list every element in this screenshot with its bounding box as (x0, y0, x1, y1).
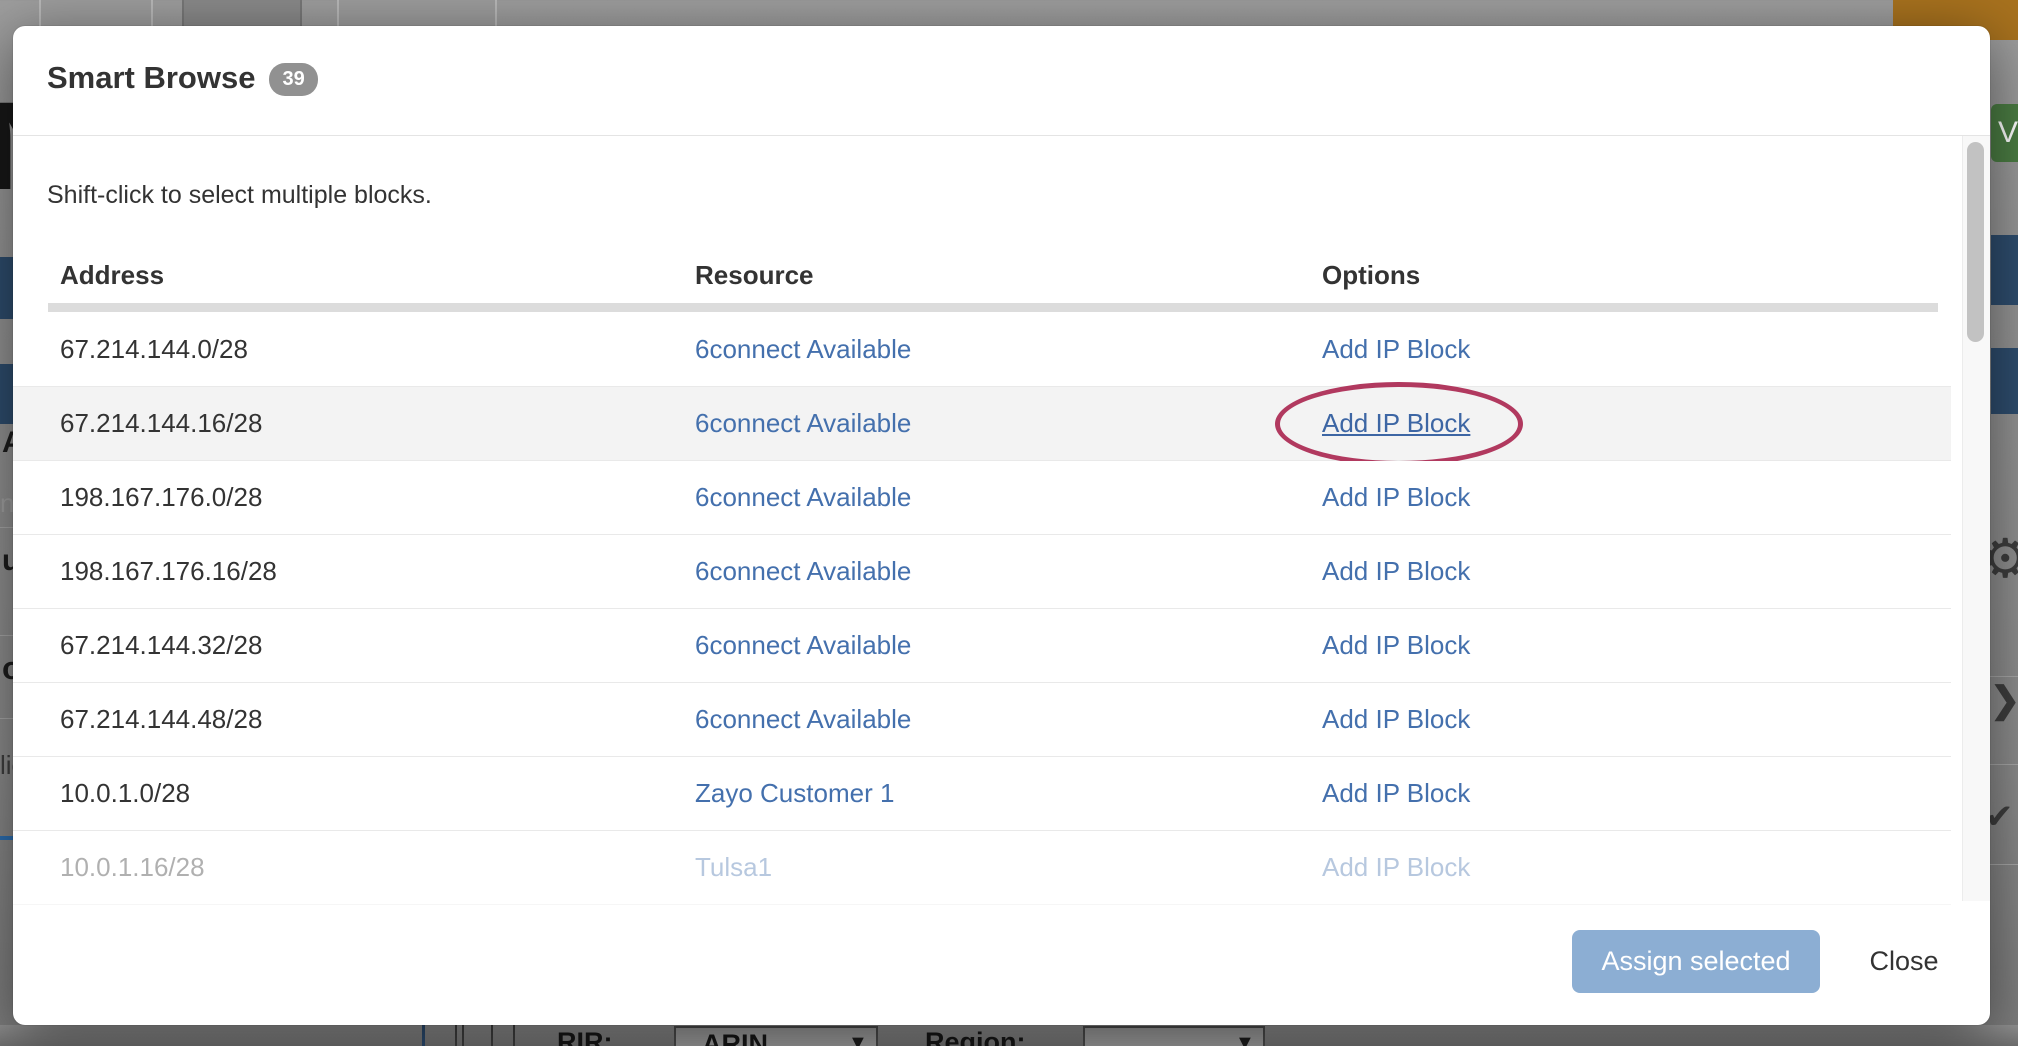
column-header-options: Options (1322, 260, 1421, 290)
row-resource-link[interactable]: Zayo Customer 1 (695, 778, 895, 808)
chevron-right-icon: ❯ (1990, 679, 2018, 720)
row-option-link[interactable]: Add IP Block (1322, 630, 1471, 660)
row-resource-link[interactable]: 6connect Available (695, 334, 912, 364)
row-address: 198.167.176.16/28 (60, 556, 277, 586)
background-bottom-bar: RIR: ARIN ▼ Region: ▼ (0, 1025, 2018, 1046)
background-tab-indicator (0, 836, 18, 840)
assign-selected-button[interactable]: Assign selected (1572, 930, 1820, 993)
region-select: ▼ (1083, 1026, 1265, 1046)
background-blue-bar-right-2 (1991, 348, 2018, 414)
row-option-link[interactable]: Add IP Block (1322, 334, 1471, 364)
row-address: 10.0.1.0/28 (60, 778, 191, 808)
row-option-link[interactable]: Add IP Block (1322, 408, 1471, 438)
smart-browse-modal: Smart Browse 39 Shift-click to select mul… (13, 26, 1990, 1025)
row-resource-link[interactable]: 6connect Available (695, 482, 912, 512)
column-header-address: Address (60, 260, 165, 290)
rir-select: ARIN ▼ (674, 1026, 878, 1046)
background-divider (0, 527, 18, 528)
row-option-link[interactable]: Add IP Block (1322, 482, 1471, 512)
background-table-border (513, 1025, 515, 1046)
background-divider (0, 718, 18, 719)
table-row[interactable]: 67.214.144.0/28 6connect Available Add I… (13, 313, 1951, 387)
table-row[interactable]: 198.167.176.16/28 6connect Available Add… (13, 535, 1951, 609)
scrollbar-thumb[interactable] (1967, 142, 1984, 342)
count-badge: 39 (269, 63, 318, 96)
background-divider (0, 635, 18, 636)
background-table-border (422, 1025, 425, 1046)
modal-title-text: Smart Browse (47, 60, 256, 95)
row-address: 10.0.1.16/28 (60, 852, 205, 882)
background-green-button: V (1991, 104, 2018, 162)
row-resource-link[interactable]: 6connect Available (695, 556, 912, 586)
table-row[interactable]: 67.214.144.32/28 6connect Available Add … (13, 609, 1951, 683)
row-option-link[interactable]: Add IP Block (1322, 778, 1471, 808)
close-button[interactable]: Close (1839, 930, 1969, 993)
region-label: Region: (925, 1027, 1026, 1046)
background-divider (1990, 864, 2018, 865)
row-address: 67.214.144.0/28 (60, 334, 248, 364)
modal-title: Smart Browse 39 (47, 60, 318, 96)
rir-label: RIR: (557, 1027, 613, 1046)
background-blue-bar-right-1 (1991, 235, 2018, 305)
row-resource-link[interactable]: 6connect Available (695, 630, 912, 660)
row-address: 67.214.144.32/28 (60, 630, 263, 660)
table-row[interactable]: 67.214.144.48/28 6connect Available Add … (13, 683, 1951, 757)
background-table-border (455, 1025, 457, 1046)
row-option-link[interactable]: Add IP Block (1322, 704, 1471, 734)
background-divider (1990, 764, 2018, 765)
row-address: 67.214.144.16/28 (60, 408, 263, 438)
rir-select-value: ARIN (702, 1029, 768, 1046)
background-table-border (491, 1025, 493, 1046)
row-option-link[interactable]: Add IP Block (1322, 556, 1471, 586)
table-row[interactable]: 10.0.1.16/28 Tulsa1 Add IP Block (13, 831, 1951, 905)
multi-select-hint: Shift-click to select multiple blocks. (47, 181, 432, 209)
column-header-resource: Resource (695, 260, 814, 290)
row-option-link[interactable]: Add IP Block (1322, 852, 1471, 882)
caret-down-icon: ▼ (1235, 1032, 1255, 1046)
row-resource-link[interactable]: Tulsa1 (695, 852, 773, 882)
row-address: 67.214.144.48/28 (60, 704, 263, 734)
background-divider (1990, 676, 2018, 677)
background-table-border (462, 1025, 464, 1046)
table-row[interactable]: 67.214.144.16/28 6connect Available Add … (13, 382, 1951, 466)
caret-down-icon: ▼ (848, 1032, 868, 1046)
table-row[interactable]: 198.167.176.0/28 6connect Available Add … (13, 461, 1951, 535)
header-divider (13, 135, 1990, 136)
row-resource-link[interactable]: 6connect Available (695, 408, 912, 438)
table-row[interactable]: 10.0.1.0/28 Zayo Customer 1 Add IP Block (13, 757, 1951, 831)
smart-browse-table-body: 67.214.144.0/28 6connect Available Add I… (13, 313, 1951, 905)
row-resource-link[interactable]: 6connect Available (695, 704, 912, 734)
row-address: 198.167.176.0/28 (60, 482, 263, 512)
header-underline-bar (48, 303, 1938, 312)
